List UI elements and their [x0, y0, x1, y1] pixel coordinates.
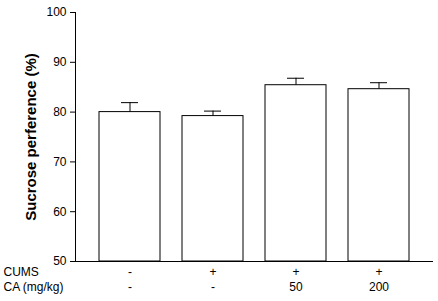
svg-text:CUMSCA (mg/kg): CUMSCA (mg/kg) [4, 265, 64, 294]
svg-text:50: 50 [53, 254, 67, 268]
svg-text:70: 70 [53, 155, 67, 169]
svg-text:+-: +- [209, 265, 216, 294]
svg-text:--: -- [128, 265, 132, 294]
svg-text:+50: +50 [289, 265, 303, 294]
svg-text:Sucrose perference (%): Sucrose perference (%) [22, 53, 39, 221]
svg-text:100: 100 [46, 5, 66, 19]
svg-text:80: 80 [53, 105, 67, 119]
svg-text:90: 90 [53, 55, 67, 69]
svg-text:60: 60 [53, 205, 67, 219]
svg-text:+200: +200 [369, 265, 389, 294]
